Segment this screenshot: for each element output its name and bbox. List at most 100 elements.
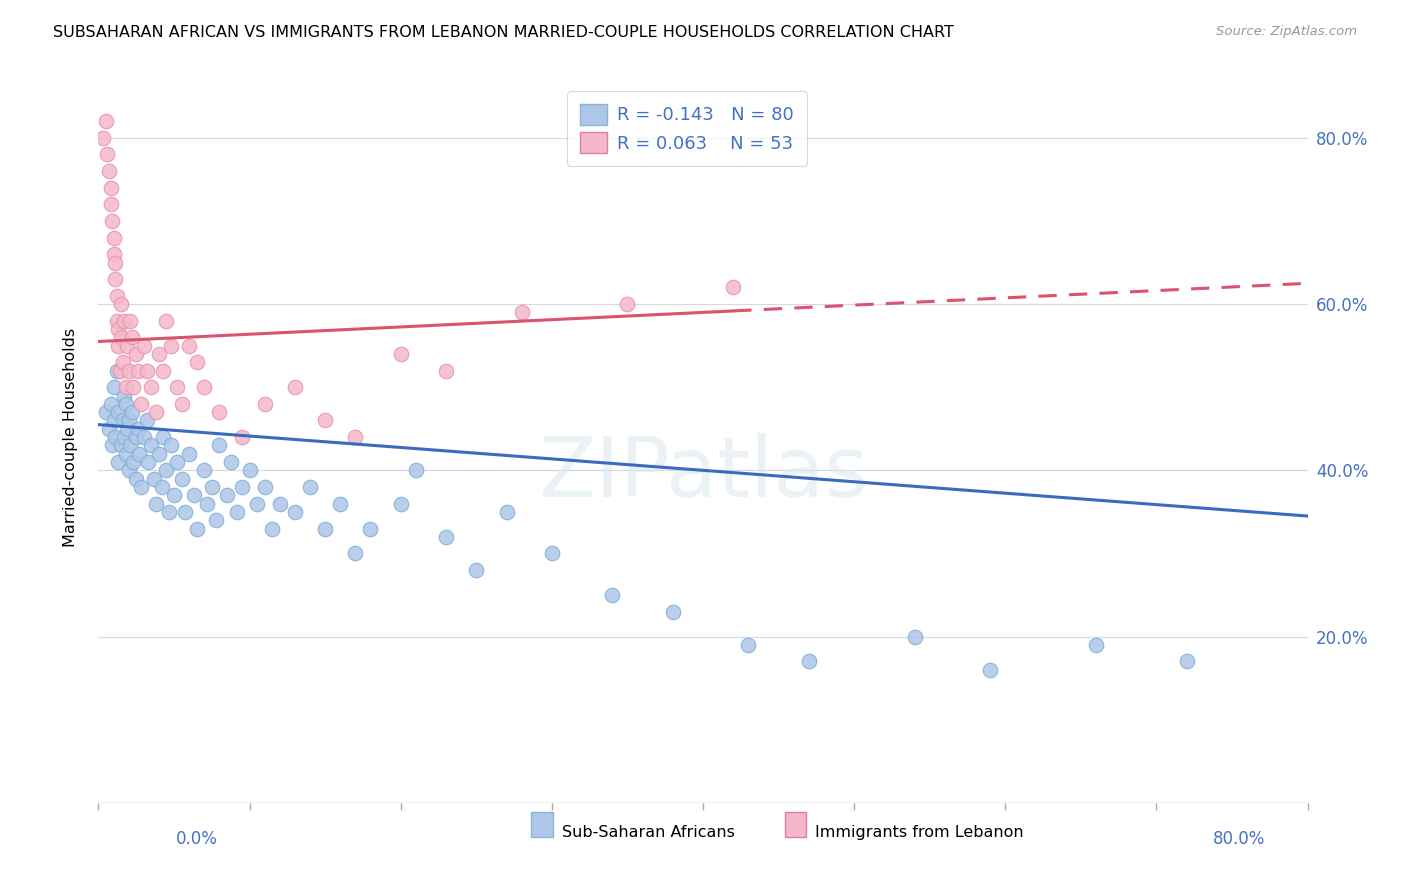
- Point: [114, 397, 136, 411]
- Point: [108, 363, 131, 377]
- Point: [141, 438, 163, 452]
- Point: [155, 314, 177, 328]
- Point: [495, 505, 517, 519]
- Point: [405, 463, 427, 477]
- Point: [132, 430, 155, 444]
- Point: [141, 380, 163, 394]
- Point: [104, 430, 127, 444]
- Point: [103, 230, 125, 244]
- Point: [979, 663, 1001, 677]
- Point: [135, 413, 157, 427]
- Point: [98, 422, 121, 436]
- Point: [101, 438, 124, 452]
- Point: [122, 455, 145, 469]
- Point: [96, 147, 118, 161]
- Point: [389, 347, 412, 361]
- Point: [118, 413, 141, 427]
- Point: [465, 563, 488, 577]
- Point: [128, 447, 150, 461]
- Point: [118, 463, 141, 477]
- Point: [904, 630, 927, 644]
- Point: [193, 380, 215, 394]
- Point: [112, 388, 135, 402]
- Point: [344, 546, 367, 560]
- Point: [135, 363, 157, 377]
- Point: [201, 480, 224, 494]
- Point: [98, 164, 121, 178]
- Point: [170, 472, 193, 486]
- Point: [111, 355, 134, 369]
- Point: [797, 655, 820, 669]
- Point: [107, 405, 129, 419]
- Point: [110, 297, 132, 311]
- Point: [148, 447, 170, 461]
- Point: [314, 413, 336, 427]
- Point: [166, 455, 188, 469]
- Point: [269, 497, 291, 511]
- Point: [125, 430, 148, 444]
- Point: [129, 480, 152, 494]
- Point: [195, 497, 218, 511]
- Point: [284, 505, 307, 519]
- Point: [186, 355, 208, 369]
- Point: [127, 422, 149, 436]
- Point: [616, 297, 638, 311]
- Point: [208, 405, 231, 419]
- Text: Sub-Saharan Africans: Sub-Saharan Africans: [562, 825, 735, 840]
- Point: [246, 497, 269, 511]
- Point: [160, 338, 183, 352]
- Point: [150, 480, 173, 494]
- Point: [105, 363, 128, 377]
- Point: [107, 322, 129, 336]
- Point: [170, 397, 193, 411]
- Point: [193, 463, 215, 477]
- Text: 80.0%: 80.0%: [1213, 830, 1265, 847]
- Point: [125, 472, 148, 486]
- Point: [105, 289, 128, 303]
- Point: [1175, 655, 1198, 669]
- Point: [299, 480, 322, 494]
- Point: [104, 272, 127, 286]
- Point: [107, 455, 129, 469]
- Point: [94, 114, 117, 128]
- Point: [179, 447, 201, 461]
- Point: [129, 397, 152, 411]
- Point: [253, 397, 276, 411]
- Point: [100, 180, 122, 194]
- Point: [136, 455, 159, 469]
- Point: [186, 521, 208, 535]
- Point: [111, 413, 134, 427]
- Point: [121, 405, 143, 419]
- Point: [215, 488, 238, 502]
- Point: [145, 405, 167, 419]
- Point: [231, 430, 253, 444]
- Point: [239, 463, 262, 477]
- Point: [661, 605, 683, 619]
- Point: [105, 314, 128, 328]
- Point: [160, 438, 183, 452]
- Point: [115, 338, 138, 352]
- Point: [205, 513, 228, 527]
- Point: [173, 505, 195, 519]
- Point: [540, 546, 562, 560]
- Point: [132, 338, 155, 352]
- Text: Immigrants from Lebanon: Immigrants from Lebanon: [815, 825, 1024, 840]
- Point: [262, 521, 284, 535]
- Point: [329, 497, 352, 511]
- Point: [127, 363, 149, 377]
- Point: [208, 438, 231, 452]
- Point: [163, 488, 186, 502]
- Point: [344, 430, 367, 444]
- Point: [231, 480, 253, 494]
- Point: [112, 430, 135, 444]
- Point: [1085, 638, 1108, 652]
- Point: [103, 380, 125, 394]
- Point: [91, 131, 114, 145]
- Point: [314, 521, 336, 535]
- Text: SUBSAHARAN AFRICAN VS IMMIGRANTS FROM LEBANON MARRIED-COUPLE HOUSEHOLDS CORRELAT: SUBSAHARAN AFRICAN VS IMMIGRANTS FROM LE…: [53, 25, 955, 40]
- Point: [115, 422, 138, 436]
- Point: [107, 338, 129, 352]
- Point: [103, 247, 125, 261]
- Point: [434, 363, 457, 377]
- Point: [723, 280, 745, 294]
